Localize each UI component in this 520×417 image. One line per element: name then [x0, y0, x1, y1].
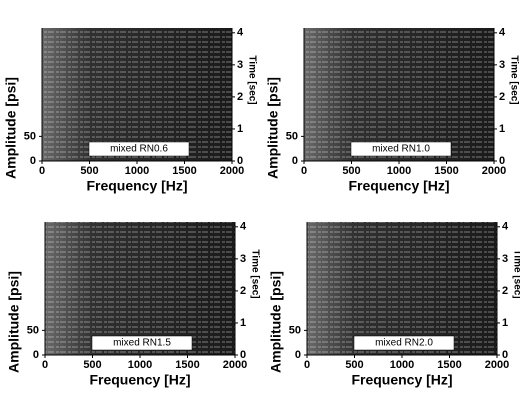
x-tick-label: 1000 — [390, 359, 414, 371]
y2-tick-label: 1 — [237, 123, 243, 135]
annotation-box — [350, 141, 452, 157]
y2-tick-label: 0 — [502, 349, 508, 361]
y2-tick-label: 4 — [240, 221, 247, 233]
waterfall-shade — [45, 222, 235, 355]
y2-tick-label: 2 — [240, 285, 246, 297]
x-tick-label: 1000 — [125, 165, 149, 177]
y-axis-label: Amplitude [psi] — [3, 77, 19, 179]
x-tick-label: 1500 — [434, 165, 458, 177]
y2-tick-label: 4 — [237, 27, 244, 39]
waterfall-shade — [42, 28, 232, 161]
y2-tick-label: 2 — [502, 285, 508, 297]
x-tick-label: 500 — [345, 359, 363, 371]
x-tick-label: 0 — [42, 359, 48, 371]
y2-tick-label: 3 — [502, 253, 508, 265]
y-tick-label: 50 — [27, 324, 39, 336]
y2-tick-label: 4 — [499, 27, 506, 39]
y-tick-label: 0 — [295, 349, 301, 361]
y2-axis-label: Time [sec] — [249, 249, 260, 298]
annotation-box — [353, 335, 455, 351]
x-tick-label: 1500 — [172, 165, 196, 177]
y2-tick-label: 0 — [237, 155, 243, 167]
x-tick-label: 2000 — [223, 359, 247, 371]
y2-tick-label: 3 — [499, 59, 505, 71]
annotation-box — [88, 141, 190, 157]
y2-axis-label: Time [sec] — [508, 55, 519, 104]
y2-tick-label: 1 — [499, 123, 505, 135]
y2-axis-label: Time [sec] — [246, 55, 257, 104]
y2-tick-label: 1 — [240, 317, 246, 329]
y2-tick-label: 3 — [240, 253, 246, 265]
annotation: mixed RN0.6 — [110, 144, 168, 155]
x-tick-label: 2000 — [220, 165, 244, 177]
x-tick-label: 0 — [304, 359, 310, 371]
y-axis-label: Amplitude [psi] — [6, 271, 22, 373]
y2-tick-label: 1 — [502, 317, 508, 329]
waterfall-shade — [304, 28, 494, 161]
y2-tick-label: 0 — [499, 155, 505, 167]
y-tick-label: 50 — [289, 324, 301, 336]
x-axis-label: Frequency [Hz] — [86, 178, 187, 194]
x-tick-label: 500 — [80, 165, 98, 177]
x-tick-label: 1000 — [128, 359, 152, 371]
y-tick-label: 0 — [33, 349, 39, 361]
x-tick-label: 500 — [83, 359, 101, 371]
x-axis-label: Frequency [Hz] — [351, 372, 452, 388]
y-axis-label: Amplitude [psi] — [268, 271, 284, 373]
x-tick-label: 500 — [342, 165, 360, 177]
x-tick-label: 1500 — [175, 359, 199, 371]
x-tick-label: 2000 — [482, 165, 506, 177]
y2-tick-label: 4 — [502, 221, 509, 233]
x-tick-label: 1000 — [387, 165, 411, 177]
x-axis-label: Frequency [Hz] — [89, 372, 190, 388]
y2-tick-label: 0 — [240, 349, 246, 361]
annotation-box — [91, 335, 193, 351]
y-tick-label: 50 — [286, 130, 298, 142]
y-tick-label: 0 — [292, 155, 298, 167]
annotation: mixed RN1.0 — [372, 144, 430, 155]
annotation: mixed RN2.0 — [375, 338, 433, 349]
y2-tick-label: 2 — [237, 91, 243, 103]
y2-tick-label: 2 — [499, 91, 505, 103]
x-tick-label: 1500 — [437, 359, 461, 371]
annotation: mixed RN1.5 — [113, 338, 171, 349]
y2-axis-label: Time [sec] — [511, 249, 520, 298]
x-tick-label: 0 — [301, 165, 307, 177]
y2-tick-label: 3 — [237, 59, 243, 71]
y-tick-label: 0 — [30, 155, 36, 167]
y-tick-label: 50 — [24, 130, 36, 142]
x-tick-label: 2000 — [485, 359, 509, 371]
y-axis-label: Amplitude [psi] — [265, 77, 281, 179]
x-axis-label: Frequency [Hz] — [348, 178, 449, 194]
waterfall-shade — [307, 222, 497, 355]
x-tick-label: 0 — [39, 165, 45, 177]
